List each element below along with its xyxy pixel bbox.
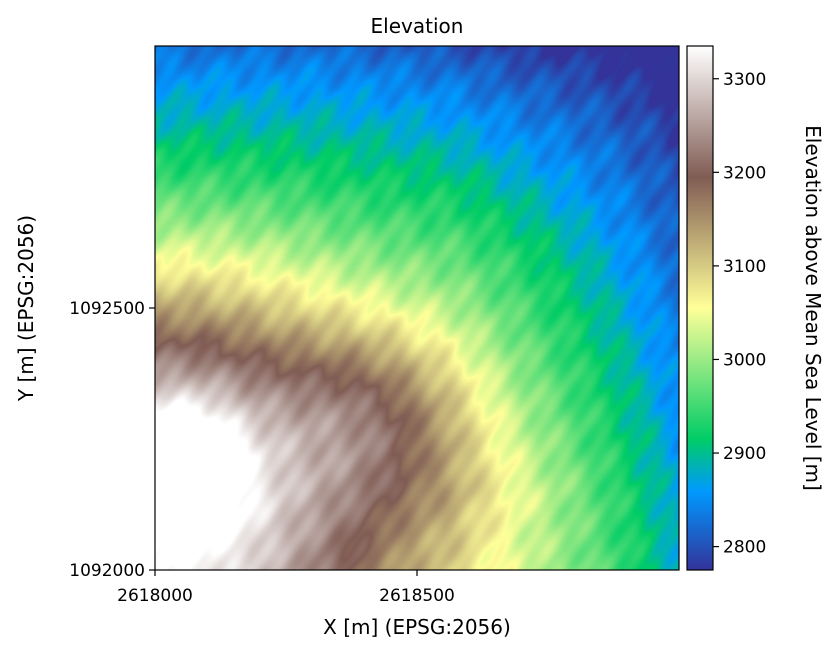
elevation-map bbox=[154, 45, 680, 571]
colorbar-tick-label: 3000 bbox=[723, 350, 766, 370]
y-axis-label: Y [m] (EPSG:2056) bbox=[14, 215, 38, 402]
y-axis-ticks: 1092000 1092500 bbox=[69, 299, 155, 581]
colorbar-ticks: 2800 2900 3000 3100 3200 3300 bbox=[713, 70, 766, 558]
chart-title: Elevation bbox=[371, 14, 464, 38]
colorbar: 2800 2900 3000 3100 3200 3300 Elevation above… bbox=[686, 45, 825, 571]
colorbar-gradient bbox=[687, 46, 713, 570]
elevation-raster-wrap bbox=[155, 46, 679, 570]
y-tick-label: 1092000 bbox=[69, 561, 145, 581]
x-tick-label: 2618000 bbox=[117, 586, 193, 606]
x-axis-label: X [m] (EPSG:2056) bbox=[323, 615, 511, 639]
colorbar-tick-label: 3300 bbox=[723, 70, 766, 90]
elevation-raster bbox=[155, 46, 679, 570]
colorbar-tick-label: 3100 bbox=[723, 257, 766, 277]
colorbar-tick-label: 2900 bbox=[723, 444, 766, 464]
colorbar-frame bbox=[686, 45, 714, 571]
colorbar-label: Elevation above Mean Sea Level [m] bbox=[801, 125, 825, 491]
x-axis-ticks: 2618000 2618500 bbox=[117, 570, 455, 606]
colorbar-tick-label: 2800 bbox=[723, 538, 766, 558]
colorbar-tick-label: 3200 bbox=[723, 163, 766, 183]
x-tick-label: 2618500 bbox=[379, 586, 455, 606]
y-tick-label: 1092500 bbox=[69, 299, 145, 319]
